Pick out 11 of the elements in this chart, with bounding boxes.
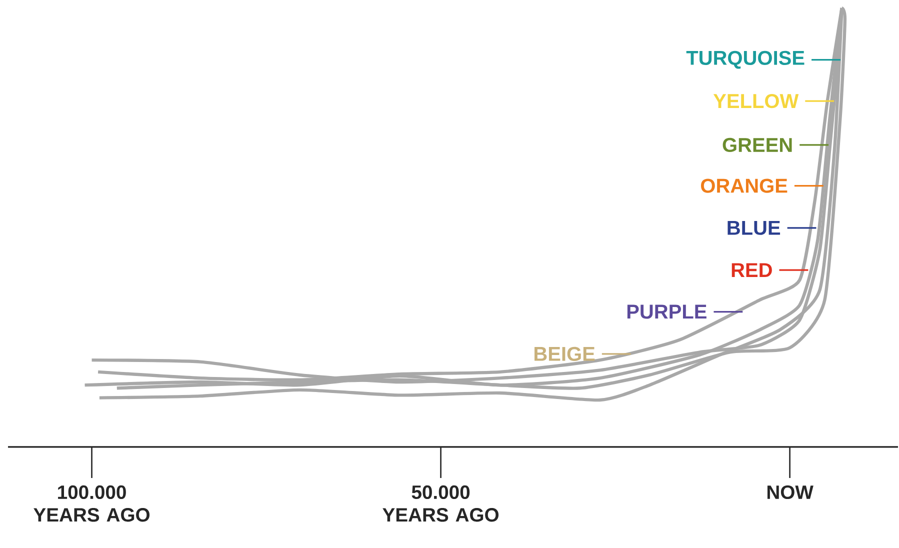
ref-line-label: PURPLE: [627, 304, 706, 319]
ref-line-label: TURQUOISE: [686, 50, 804, 69]
ref-line-label: BLUE: [728, 220, 780, 235]
ref-line-label: RED: [732, 263, 772, 277]
ref-line-label: GREEN: [722, 138, 792, 152]
x-tick-label: 100.000 YEARS AGO: [34, 485, 150, 522]
ref-line-label: ORANGE: [701, 178, 788, 193]
x-tick-label: 50.000 YEARS AGO: [382, 485, 499, 522]
x-tick-label: NOW: [767, 485, 814, 500]
ref-line-label: BEIGE: [534, 346, 595, 361]
ref-line-label: YELLOW: [713, 94, 799, 108]
